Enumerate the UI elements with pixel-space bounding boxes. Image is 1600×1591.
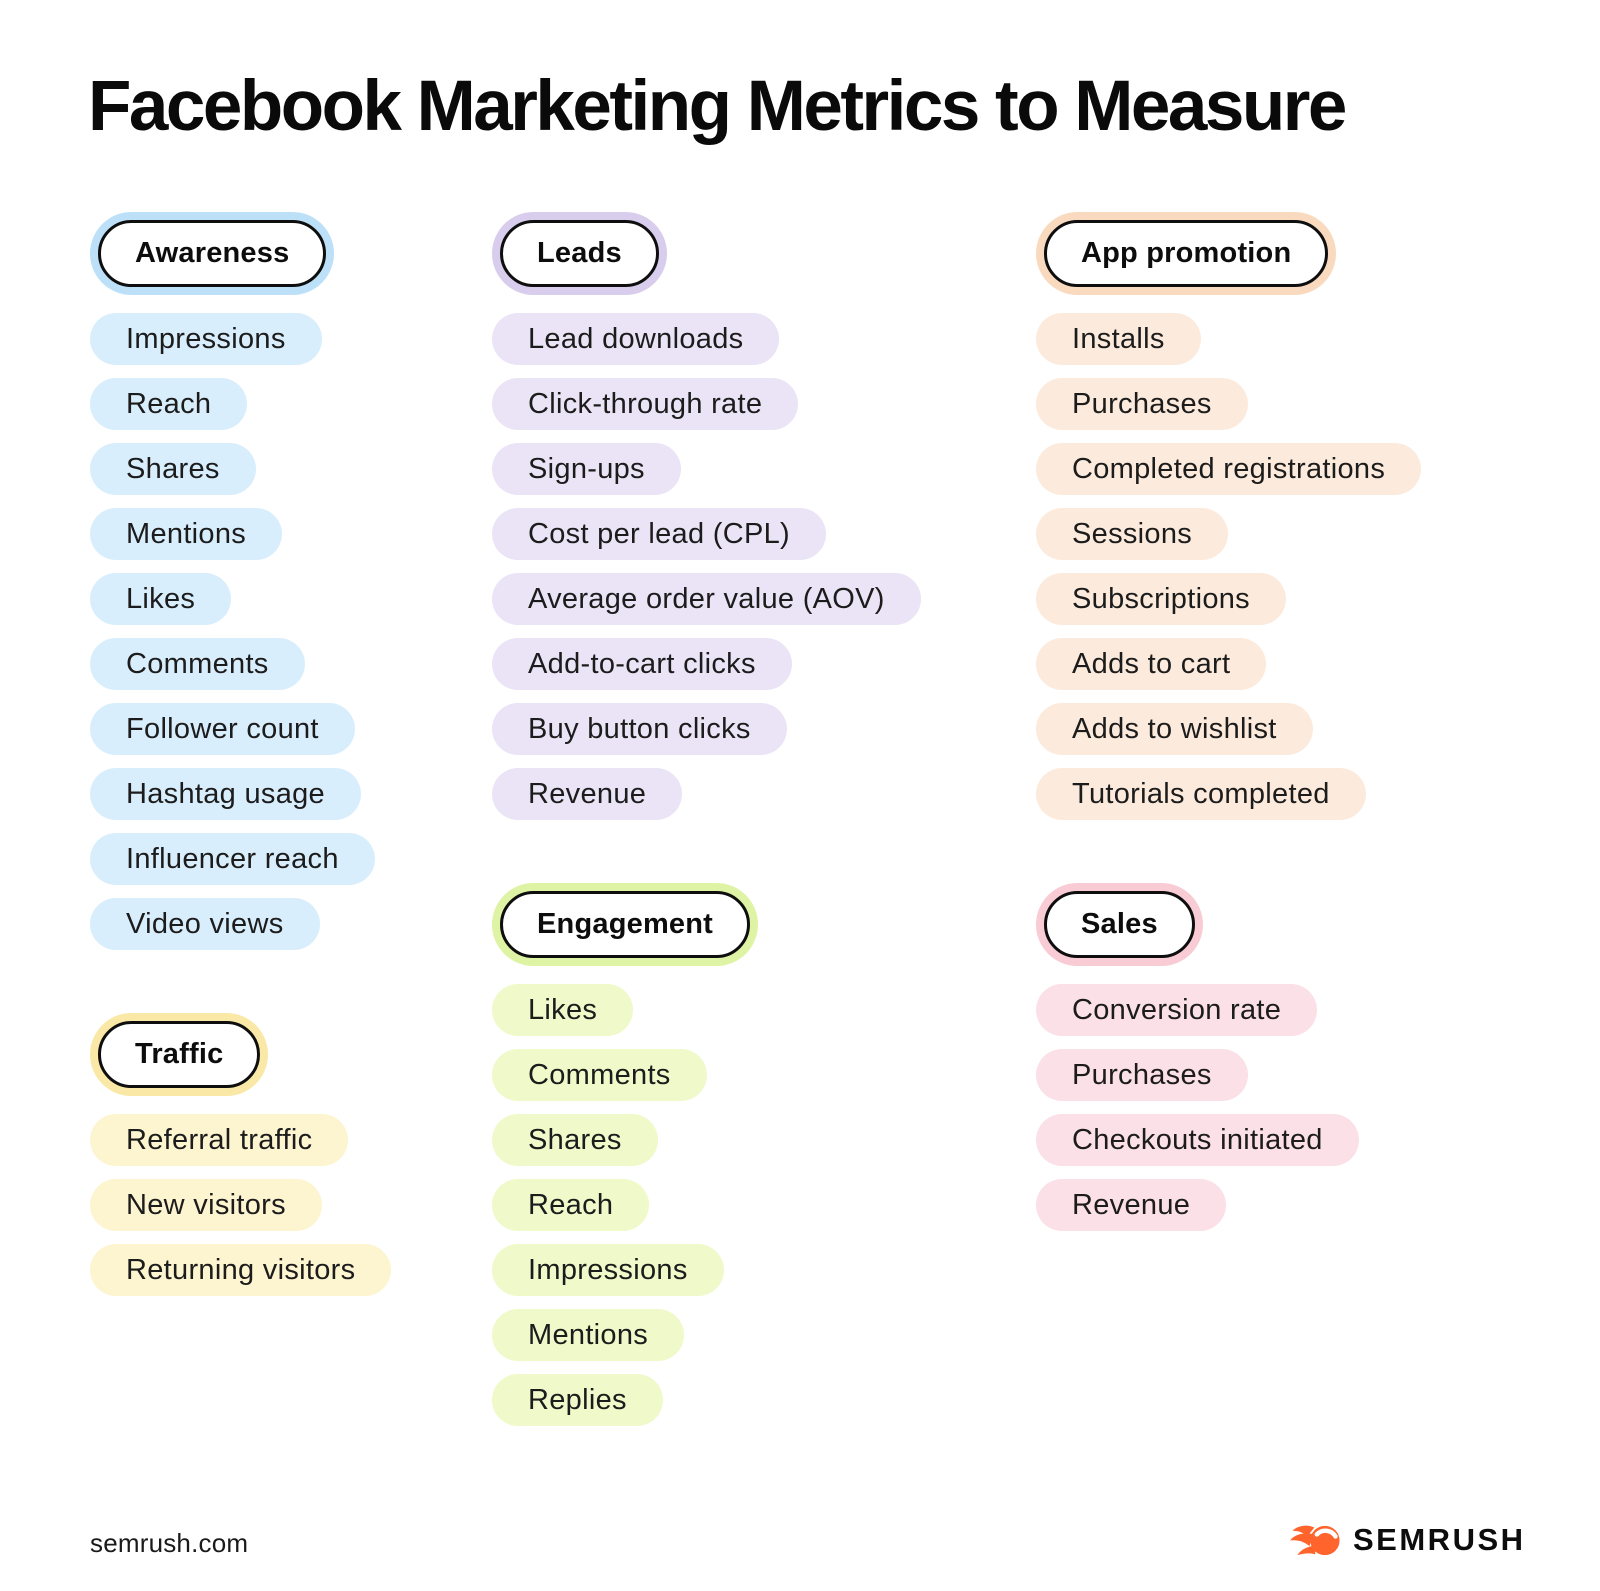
metric-pill: New visitors (90, 1179, 322, 1231)
metric-pill: Lead downloads (492, 313, 780, 365)
metric-pill: Completed registrations (1036, 443, 1422, 495)
metric-pill: Hashtag usage (90, 768, 361, 820)
metric-pill: Adds to wishlist (1036, 703, 1313, 755)
metric-pill: Checkouts initiated (1036, 1114, 1359, 1166)
metric-pill: Shares (492, 1114, 658, 1166)
section-badge-awareness: Awareness (90, 212, 335, 295)
metric-pill: Impressions (90, 313, 322, 365)
metric-pill: Sign-ups (492, 443, 681, 495)
metric-list-sales: Conversion rate Purchases Checkouts initia… (1036, 984, 1359, 1244)
metric-list-app-promotion: Installs Purchases Completed registrations… (1036, 313, 1422, 833)
metric-pill: Mentions (90, 508, 283, 560)
metric-pill: Likes (492, 984, 634, 1036)
metric-pill: Comments (90, 638, 305, 690)
section-badge-engagement: Engagement (492, 883, 759, 966)
metric-pill: Purchases (1036, 1049, 1248, 1101)
metric-list-traffic: Referral traffic New visitors Returning vi… (90, 1114, 392, 1309)
metric-pill: Click-through rate (492, 378, 799, 430)
page-title: Facebook Marketing Metrics to Measure (88, 67, 1347, 146)
metric-pill: Average order value (AOV) (492, 573, 921, 625)
footer-url: semrush.com (90, 1528, 249, 1558)
section-badge-label: Engagement (500, 891, 751, 958)
section-leads: Leads Lead downloads Click-through rate Sig… (492, 212, 921, 833)
metric-pill: Impressions (492, 1244, 724, 1296)
column-1: Awareness Impressions Reach Shares Mentions L… (90, 212, 392, 1309)
metric-pill: Revenue (492, 768, 683, 820)
metric-pill: Shares (90, 443, 256, 495)
metric-pill: Reach (90, 378, 248, 430)
metric-pill: Returning visitors (90, 1244, 392, 1296)
metric-pill: Installs (1036, 313, 1201, 365)
semrush-logo: SEMRUSH (1290, 1522, 1526, 1558)
section-badge-label: Leads (500, 220, 659, 287)
metric-pill: Follower count (90, 703, 355, 755)
metric-pill: Likes (90, 573, 232, 625)
section-badge-sales: Sales (1036, 883, 1203, 966)
metric-pill: Subscriptions (1036, 573, 1286, 625)
section-badge-app-promotion: App promotion (1036, 212, 1337, 295)
semrush-wordmark: SEMRUSH (1353, 1522, 1526, 1557)
metric-pill: Add-to-cart clicks (492, 638, 792, 690)
section-app-promotion: App promotion Installs Purchases Completed … (1036, 212, 1422, 833)
section-engagement: Engagement Likes Comments Shares Reach Impres… (492, 883, 759, 1439)
metric-pill: Conversion rate (1036, 984, 1318, 1036)
metric-list-engagement: Likes Comments Shares Reach Impressions Menti… (492, 984, 724, 1439)
section-badge-label: App promotion (1044, 220, 1329, 287)
metric-pill: Reach (492, 1179, 650, 1231)
metric-pill: Purchases (1036, 378, 1248, 430)
metric-pill: Referral traffic (90, 1114, 349, 1166)
section-traffic: Traffic Referral traffic New visitors Retur… (90, 1013, 392, 1309)
section-badge-traffic: Traffic (90, 1013, 269, 1096)
section-sales: Sales Conversion rate Purchases Checkouts i… (1036, 883, 1359, 1244)
metric-pill: Tutorials completed (1036, 768, 1366, 820)
metric-pill: Mentions (492, 1309, 685, 1361)
column-3: App promotion Installs Purchases Completed … (1036, 212, 1422, 1244)
metric-list-leads: Lead downloads Click-through rate Sign-ups… (492, 313, 921, 833)
section-badge-label: Awareness (98, 220, 327, 287)
metric-pill: Video views (90, 898, 320, 950)
section-badge-label: Traffic (98, 1021, 261, 1088)
metric-pill: Revenue (1036, 1179, 1227, 1231)
section-awareness: Awareness Impressions Reach Shares Mentions L… (90, 212, 375, 963)
column-2: Leads Lead downloads Click-through rate Sig… (492, 212, 921, 1439)
metric-pill: Adds to cart (1036, 638, 1267, 690)
semrush-flame-icon (1290, 1523, 1342, 1558)
metric-pill: Cost per lead (CPL) (492, 508, 826, 560)
metric-pill: Influencer reach (90, 833, 375, 885)
metric-pill: Buy button clicks (492, 703, 787, 755)
metric-pill: Comments (492, 1049, 707, 1101)
metric-pill: Sessions (1036, 508, 1229, 560)
section-badge-leads: Leads (492, 212, 667, 295)
metric-pill: Replies (492, 1374, 663, 1426)
section-badge-label: Sales (1044, 891, 1195, 958)
metric-list-awareness: Impressions Reach Shares Mentions Likes Comme… (90, 313, 375, 963)
